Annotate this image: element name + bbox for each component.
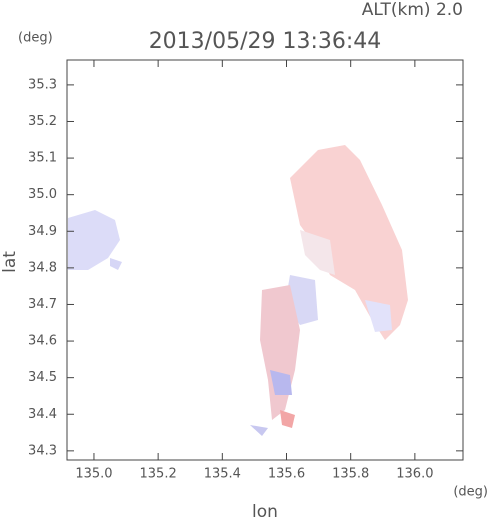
y-tick-label: 34.4 [28,407,57,422]
x-tick-label: 136.0 [396,467,433,482]
y-tick-label: 34.9 [28,224,57,239]
y-tick-label: 34.8 [28,260,57,275]
y-unit: (deg) [18,31,53,46]
y-tick-label: 35.3 [28,77,57,92]
altitude-label: ALT(km) 2.0 [362,0,463,20]
y-tick-label: 34.5 [28,370,57,385]
x-tick-label: 135.8 [332,467,369,482]
y-tick-label: 34.3 [28,443,57,458]
plot-frame [66,59,464,461]
y-axis-label: lat [0,251,20,273]
y-tick-label: 35.0 [28,187,57,202]
echo-field [68,145,408,436]
y-tick-label: 35.1 [28,151,57,166]
x-tick-label: 135.2 [140,467,177,482]
y-tick-label: 34.6 [28,334,57,349]
x-axis-label: lon [252,502,278,521]
y-tick-label: 35.2 [28,114,57,129]
chart-title: 2013/05/29 13:36:44 [149,29,382,54]
x-tick-label: 135.4 [204,467,241,482]
x-unit: (deg) [453,485,488,500]
y-tick-label: 34.7 [28,297,57,312]
x-tick-label: 135.6 [268,467,305,482]
x-tick-label: 135.0 [75,467,112,482]
